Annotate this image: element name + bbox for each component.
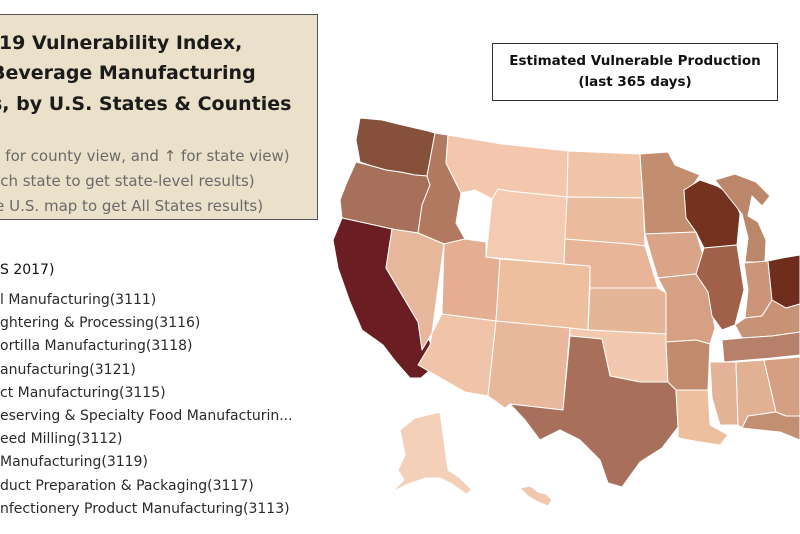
state-WI[interactable] (683, 179, 741, 249)
state-LA[interactable] (675, 389, 729, 446)
state-MS[interactable] (709, 361, 739, 426)
state-NV[interactable] (385, 228, 445, 351)
title-line-3: s, by U.S. States & Counties (0, 93, 292, 115)
hint-line-2: ach state to get state-level results) (0, 172, 255, 190)
filter-item[interactable]: Manufacturing(3119) (0, 454, 148, 470)
state-HI[interactable] (519, 485, 553, 507)
state-TX[interactable] (509, 335, 679, 488)
hint-line-3: le U.S. map to get All States results) (0, 197, 264, 215)
state-AK[interactable] (391, 411, 473, 495)
filter-list-header: S 2017) (0, 262, 55, 278)
filter-item[interactable]: eserving & Specialty Food Manufacturin..… (0, 408, 293, 424)
state-SD[interactable] (564, 196, 646, 247)
legend-title: Estimated Vulnerable Production (509, 53, 761, 69)
hint-line-1: p for county view, and ↑ for state view) (0, 147, 290, 165)
filter-item[interactable]: nfectionery Product Manufacturing(3113) (0, 501, 290, 517)
state-IL[interactable] (695, 244, 745, 331)
title-line-2: Beverage Manufacturing (0, 62, 256, 84)
filter-item[interactable]: l Manufacturing(3111) (0, 292, 157, 308)
us-state-map[interactable] (325, 110, 800, 520)
state-KS[interactable] (587, 287, 667, 335)
filter-item[interactable]: duct Preparation & Packaging(3117) (0, 478, 254, 494)
state-TN[interactable] (721, 331, 800, 363)
state-MI[interactable] (714, 173, 771, 263)
state-IA[interactable] (644, 231, 705, 279)
state-ND[interactable] (566, 150, 644, 199)
filter-item[interactable]: anufacturing(3121) (0, 362, 136, 378)
filter-item[interactable]: ortilla Manufacturing(3118) (0, 338, 193, 354)
title-panel: -19 Vulnerability Index, Beverage Manufa… (0, 14, 318, 220)
state-FL[interactable] (741, 411, 800, 441)
state-AR[interactable] (665, 339, 711, 391)
state-NM[interactable] (487, 320, 571, 411)
state-WY[interactable] (485, 188, 568, 265)
filter-item[interactable]: ghtering & Processing(3116) (0, 315, 201, 331)
state-CO[interactable] (495, 258, 591, 331)
filter-item[interactable]: ct Manufacturing(3115) (0, 385, 166, 401)
filter-item[interactable]: eed Milling(3112) (0, 431, 123, 447)
legend-title-box: Estimated Vulnerable Production (last 36… (492, 43, 778, 101)
title-line-1: -19 Vulnerability Index, (0, 32, 243, 54)
state-MT[interactable] (445, 134, 569, 200)
legend-subtitle: (last 365 days) (578, 74, 692, 90)
